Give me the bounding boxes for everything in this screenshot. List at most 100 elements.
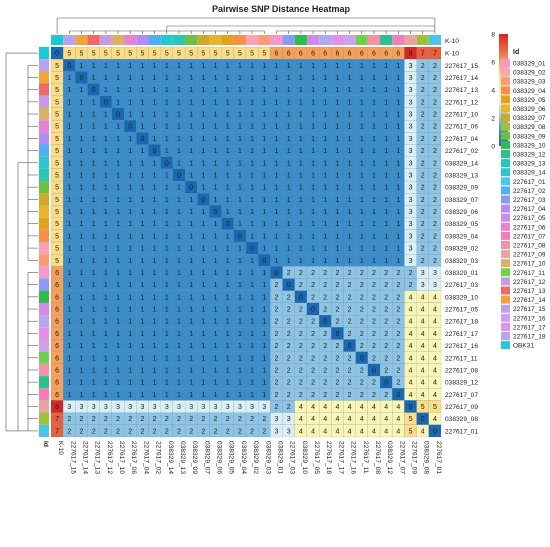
cell-value-label: 1 <box>348 75 352 82</box>
cell-value-label: 2 <box>421 233 425 240</box>
id-strip-cell <box>39 95 49 108</box>
cell-value-label: 3 <box>140 404 144 411</box>
cell-value-label: 1 <box>140 185 144 192</box>
cell-value-label: 1 <box>275 258 279 265</box>
cell-value-label: 2 <box>335 307 339 314</box>
cell-value-label: 1 <box>360 136 364 143</box>
cell-value-label: 1 <box>116 343 120 350</box>
cell-value-label: 2 <box>372 392 376 399</box>
cell-value-label: 1 <box>226 270 230 277</box>
legend-label: 038329_14 <box>513 170 546 177</box>
cell-value-label: 4 <box>433 355 437 362</box>
cell-value-label: 1 <box>384 172 388 179</box>
cell-value-label: 1 <box>226 197 230 204</box>
cell-value-label: 1 <box>226 75 230 82</box>
cell-value-label: 1 <box>67 124 71 131</box>
cell-value-label: 6 <box>55 331 59 338</box>
cell-value-label: 1 <box>226 148 230 155</box>
cell-value-label: 2 <box>360 307 364 314</box>
left-dendrogram <box>5 52 38 432</box>
id-strip-cell <box>221 35 234 45</box>
cell-value-label: 1 <box>262 355 266 362</box>
cell-value-label: 3 <box>262 404 266 411</box>
cell-value-label: 1 <box>275 112 279 119</box>
cell-value-label: 1 <box>384 148 388 155</box>
cell-value-label: 4 <box>348 404 352 411</box>
cell-value-label: 1 <box>360 258 364 265</box>
cell-value-label: 1 <box>165 355 169 362</box>
cell-value-label: 1 <box>80 319 84 326</box>
cell-value-label: 1 <box>80 99 84 106</box>
cell-value-label: 2 <box>287 367 291 374</box>
cell-value-label: 1 <box>201 172 205 179</box>
cell-value-label: 1 <box>214 124 218 131</box>
legend-swatch <box>501 241 510 249</box>
id-strip-cell <box>136 35 149 45</box>
cell-value-label: 2 <box>348 282 352 289</box>
cell-value-label: 1 <box>153 270 157 277</box>
cell-value-label: 0 <box>275 270 279 277</box>
legend-label: 227617_04 <box>513 206 546 213</box>
cell-value-label: 2 <box>299 307 303 314</box>
cell-value-label: 2 <box>421 246 425 253</box>
legend-label: 227617_10 <box>513 261 546 268</box>
cell-value-label: 2 <box>323 270 327 277</box>
id-strip-cell <box>75 35 88 45</box>
cell-value-label: 4 <box>421 319 425 326</box>
cell-value-label: 4 <box>372 416 376 423</box>
column-label: 227617_12 <box>106 441 113 474</box>
cell-value-label: 2 <box>421 258 425 265</box>
cell-value-label: 2 <box>348 319 352 326</box>
cell-value-label: 1 <box>226 294 230 301</box>
cell-value-label: 4 <box>396 404 400 411</box>
cell-value-label: 2 <box>299 343 303 350</box>
id-strip-cell <box>39 181 49 194</box>
cell-value-label: 1 <box>396 112 400 119</box>
cell-value-label: 1 <box>335 112 339 119</box>
cell-value-label: 2 <box>287 380 291 387</box>
cell-value-label: 1 <box>201 270 205 277</box>
cell-value-label: 1 <box>250 172 254 179</box>
cell-value-label: 1 <box>80 233 84 240</box>
cell-value-label: 2 <box>275 319 279 326</box>
id-color-strip-left: Id <box>39 47 49 447</box>
cell-value-label: 1 <box>140 148 144 155</box>
cell-value-label: 1 <box>189 246 193 253</box>
legend-swatch <box>501 332 510 340</box>
cell-value-label: 2 <box>372 270 376 277</box>
cell-value-label: 0 <box>165 160 169 167</box>
row-label: 227617_04 <box>445 136 478 143</box>
cell-value-label: 1 <box>140 209 144 216</box>
cell-value-label: 1 <box>360 99 364 106</box>
row-label: 227617_15 <box>445 63 478 70</box>
cell-value-label: 1 <box>238 172 242 179</box>
cell-value-label: 1 <box>165 87 169 94</box>
cell-value-label: 1 <box>92 63 96 70</box>
legend-swatch <box>501 104 510 113</box>
cell-value-label: 2 <box>335 294 339 301</box>
cell-value-label: 4 <box>421 392 425 399</box>
colorbar-tick-label: 4 <box>491 88 495 95</box>
cell-value-label: 3 <box>409 172 413 179</box>
cell-value-label: 1 <box>299 112 303 119</box>
legend-label: 227617_12 <box>513 279 546 286</box>
cell-value-label: 1 <box>165 209 169 216</box>
cell-value-label: 4 <box>323 428 327 435</box>
cell-value-label: 1 <box>384 63 388 70</box>
cell-value-label: 2 <box>275 307 279 314</box>
id-strip-cell <box>39 168 49 182</box>
id-strip-cell <box>282 35 295 45</box>
cell-value-label: 1 <box>226 160 230 167</box>
id-strip-cell <box>428 35 441 45</box>
cell-value-label: 5 <box>55 112 59 119</box>
cell-value-label: 2 <box>396 319 400 326</box>
cell-value-label: 1 <box>189 319 193 326</box>
cell-value-label: 2 <box>335 270 339 277</box>
id-strip-cell <box>270 35 283 45</box>
cell-value-label: 1 <box>335 63 339 70</box>
cell-value-label: 2 <box>287 343 291 350</box>
cell-value-label: 1 <box>153 197 157 204</box>
cell-value-label: 2 <box>396 307 400 314</box>
cell-value-label: 1 <box>104 355 108 362</box>
cell-value-label: 1 <box>189 197 193 204</box>
